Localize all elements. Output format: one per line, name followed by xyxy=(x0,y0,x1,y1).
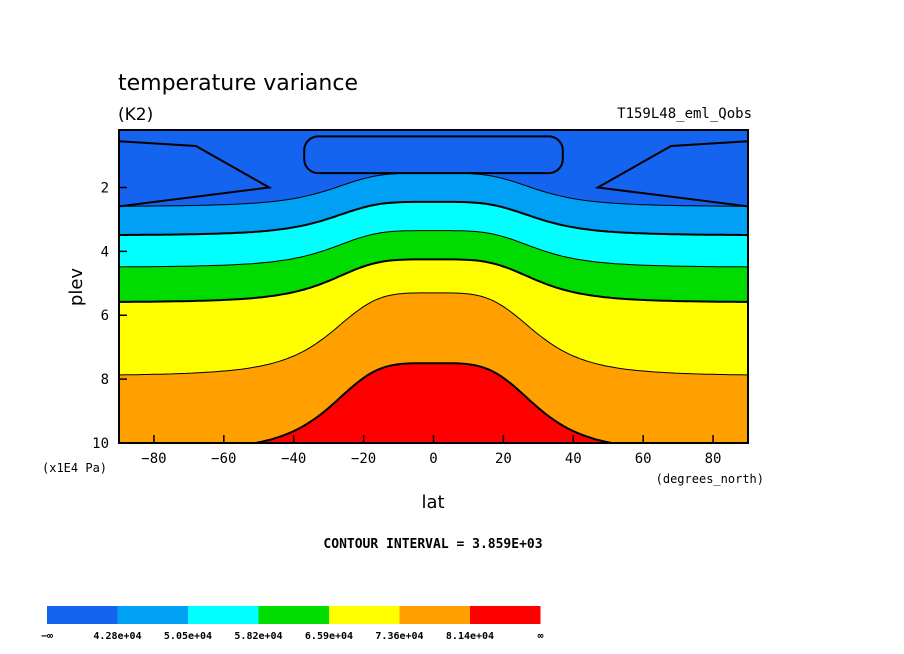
contour-band-6 xyxy=(249,362,618,443)
chart-units: (K2) xyxy=(118,105,153,125)
y-axis-label: plev xyxy=(66,268,87,307)
colorbar-swatch xyxy=(329,606,400,624)
x-axis: −80 −60 −40 −20 0 20 40 60 80 xyxy=(141,435,721,467)
colorbar-label: ∞ xyxy=(537,631,543,642)
colorbar-label: 7.36e+04 xyxy=(375,631,423,642)
y-tick-label: 10 xyxy=(92,436,109,452)
contour-interval: CONTOUR INTERVAL = 3.859E+03 xyxy=(323,537,542,552)
x-tick-label: 0 xyxy=(429,451,437,467)
colorbar-labels: −∞ 4.28e+04 5.05e+04 5.82e+04 6.59e+04 7.36e+… xyxy=(41,631,544,642)
plot-area xyxy=(119,130,748,443)
x-tick-label: −60 xyxy=(211,451,236,467)
top-cap xyxy=(119,135,748,208)
x-tick-label: −80 xyxy=(141,451,166,467)
colorbar-label: 5.82e+04 xyxy=(234,631,282,642)
case-name: T159L48_eml_Qobs xyxy=(617,106,752,122)
x-tick-label: −20 xyxy=(351,451,376,467)
x-tick-label: 20 xyxy=(495,451,512,467)
contour-bands xyxy=(119,172,748,443)
y-tick-label: 6 xyxy=(101,308,109,324)
x-tick-label: 40 xyxy=(565,451,582,467)
polar-wedge-south xyxy=(119,140,273,208)
chart-title: temperature variance xyxy=(118,71,358,96)
polar-wedge-north xyxy=(594,140,748,208)
y-axis: 2 4 6 8 10 xyxy=(92,180,127,452)
colorbar-label: −∞ xyxy=(41,631,53,642)
colorbar-label: 8.14e+04 xyxy=(446,631,494,642)
x-axis-units: (degrees_north) xyxy=(656,472,764,486)
colorbar-swatch xyxy=(47,606,118,624)
x-tick-label: 80 xyxy=(705,451,722,467)
x-axis-label: lat xyxy=(421,492,444,513)
x-tick-label: −40 xyxy=(281,451,306,467)
y-tick-label: 4 xyxy=(101,244,109,260)
colorbar-swatch xyxy=(117,606,188,624)
colorbar-label: 4.28e+04 xyxy=(93,631,141,642)
colorbar-swatch xyxy=(399,606,470,624)
top-cap-region xyxy=(303,135,564,175)
colorbar-swatch xyxy=(470,606,541,624)
y-tick-label: 8 xyxy=(101,372,109,388)
y-tick-label: 2 xyxy=(101,180,109,196)
colorbar-label: 5.05e+04 xyxy=(164,631,212,642)
colorbar-swatch xyxy=(258,606,329,624)
colorbar-label: 6.59e+04 xyxy=(305,631,353,642)
y-axis-units: (x1E4 Pa) xyxy=(42,461,107,475)
x-tick-label: 60 xyxy=(635,451,652,467)
colorbar-swatch xyxy=(188,606,259,624)
colorbar xyxy=(47,606,541,624)
